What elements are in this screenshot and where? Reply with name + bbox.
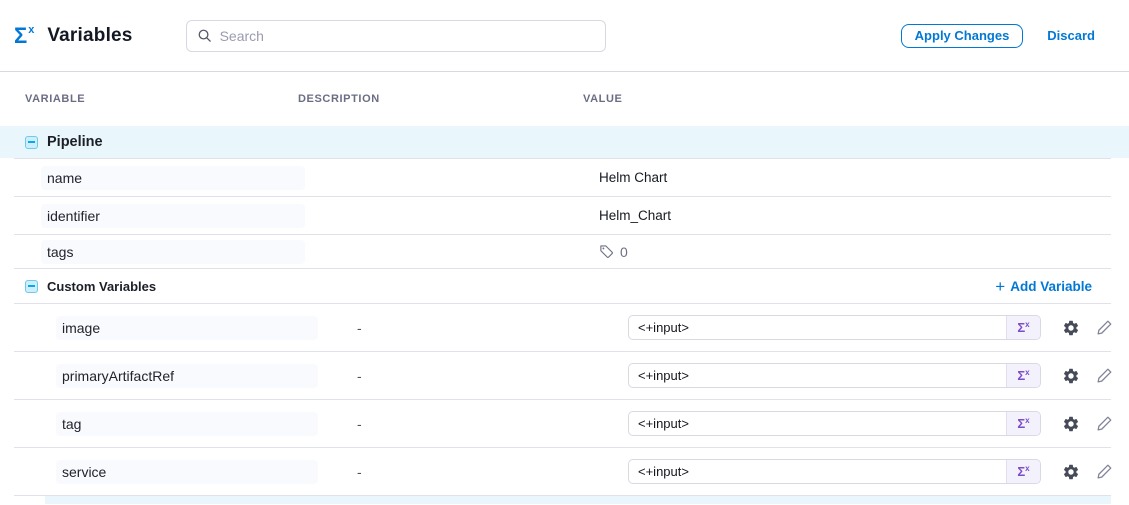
- edit-pencil-icon[interactable]: [1096, 415, 1113, 432]
- edit-pencil-icon[interactable]: [1096, 463, 1113, 480]
- variable-tag-label: tag: [56, 411, 318, 436]
- row-divider: [14, 196, 1111, 197]
- value-input-text[interactable]: <+input>: [638, 416, 689, 431]
- value-input-text[interactable]: <+input>: [638, 464, 689, 479]
- next-section-partial-row: [45, 496, 1111, 504]
- discard-button[interactable]: Discard: [1047, 28, 1095, 43]
- row-divider: [14, 158, 1111, 159]
- variable-service-label: service: [56, 459, 318, 484]
- row-divider: [14, 234, 1111, 235]
- row-divider: [14, 495, 1111, 496]
- value-input-text[interactable]: <+input>: [638, 320, 689, 335]
- header-bar: Σx Variables Apply Changes Discard: [0, 0, 1129, 72]
- value-input-text[interactable]: <+input>: [638, 368, 689, 383]
- section-label-custom-variables: Custom Variables: [47, 278, 157, 294]
- edit-pencil-icon[interactable]: [1096, 367, 1113, 384]
- section-label-pipeline: Pipeline: [47, 134, 103, 150]
- variable-description: -: [357, 367, 362, 384]
- column-header-description: DESCRIPTION: [298, 93, 380, 105]
- tags-count: 0: [620, 243, 628, 260]
- apply-changes-button[interactable]: Apply Changes: [900, 23, 1024, 48]
- row-divider: [14, 303, 1111, 304]
- row-divider: [14, 351, 1111, 352]
- add-variable-button[interactable]: + Add Variable: [995, 278, 1092, 295]
- variable-tags-label: tags: [41, 239, 305, 264]
- collapse-minus-icon[interactable]: [25, 279, 38, 293]
- variable-tags-value: 0: [599, 244, 1129, 260]
- variable-description: -: [357, 415, 362, 432]
- search-box[interactable]: [185, 19, 606, 52]
- tag-icon: [600, 245, 613, 258]
- search-input[interactable]: [219, 27, 595, 44]
- section-row-custom-variables[interactable]: Custom Variables + Add Variable: [0, 269, 1129, 303]
- table-row: tags 0: [0, 235, 1129, 268]
- header-actions: Apply Changes Discard: [900, 23, 1095, 48]
- variable-image-label: image: [56, 315, 318, 340]
- settings-gear-icon[interactable]: [1062, 463, 1080, 481]
- table-column-headers: VARIABLE DESCRIPTION VALUE: [0, 72, 1129, 126]
- variable-primaryartifactref-label: primaryArtifactRef: [56, 363, 318, 388]
- column-header-variable: VARIABLE: [25, 93, 86, 105]
- variable-name-value: Helm Chart: [599, 170, 668, 185]
- table-row: name Helm Chart: [0, 159, 1129, 196]
- variable-identifier-label: identifier: [41, 203, 305, 228]
- settings-gear-icon[interactable]: [1062, 367, 1080, 385]
- collapse-minus-icon[interactable]: [25, 135, 38, 149]
- settings-gear-icon[interactable]: [1062, 319, 1080, 337]
- variable-name-label: name: [41, 165, 305, 190]
- table-row: identifier Helm_Chart: [0, 197, 1129, 234]
- row-divider: [14, 399, 1111, 400]
- variable-description: -: [357, 463, 362, 480]
- page-title: Variables: [47, 24, 133, 46]
- variable-description: -: [357, 319, 362, 336]
- plus-icon: +: [995, 276, 1006, 296]
- edit-pencil-icon[interactable]: [1096, 319, 1113, 336]
- row-divider: [14, 268, 1111, 269]
- row-divider: [14, 447, 1111, 448]
- column-header-value: VALUE: [583, 93, 623, 105]
- search-icon: [198, 29, 211, 42]
- add-variable-label: Add Variable: [1010, 278, 1092, 294]
- variables-sigma-icon: Σx: [14, 22, 35, 48]
- section-row-pipeline[interactable]: Pipeline: [0, 126, 1129, 158]
- settings-gear-icon[interactable]: [1062, 415, 1080, 433]
- variable-identifier-value: Helm_Chart: [599, 208, 672, 223]
